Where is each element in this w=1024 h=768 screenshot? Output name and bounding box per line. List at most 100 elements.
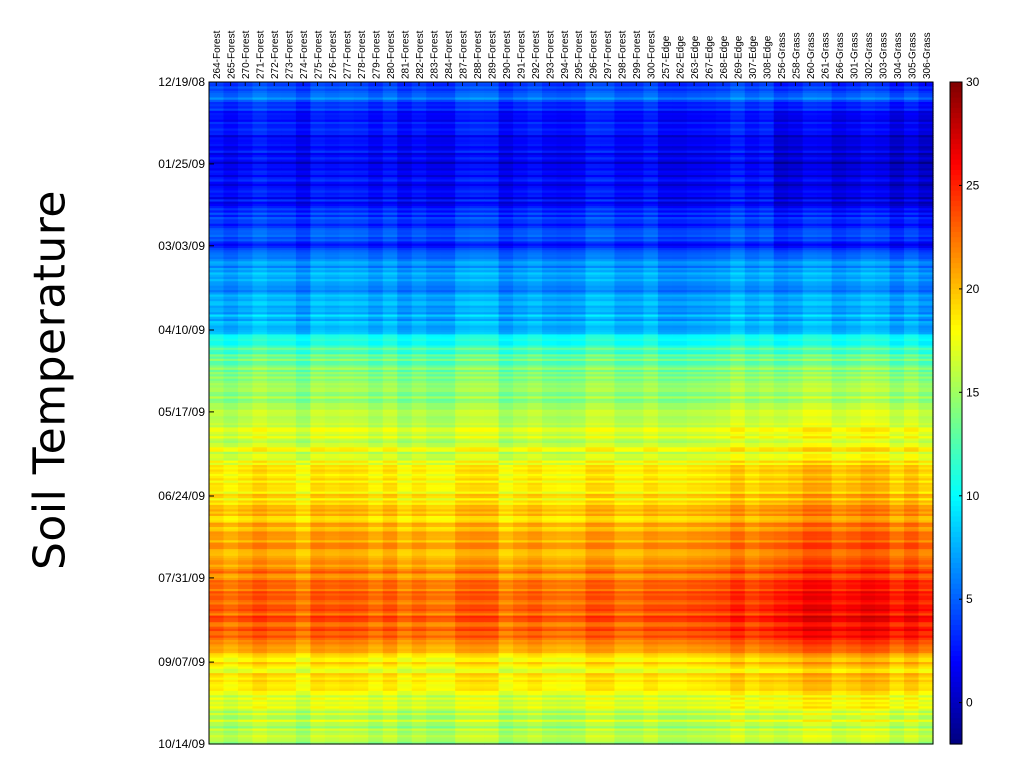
heatmap-cell: [469, 170, 485, 174]
heatmap-cell: [527, 115, 543, 119]
heatmap-cell: [744, 137, 760, 141]
heatmap-cell: [614, 205, 630, 209]
heatmap-cell: [831, 179, 847, 183]
heatmap-cell: [788, 177, 804, 181]
heatmap-cell: [339, 99, 355, 103]
heatmap-cell: [411, 113, 427, 116]
heatmap-cell: [281, 141, 297, 145]
heatmap-cell: [455, 197, 471, 200]
heatmap-cell: [744, 186, 760, 189]
heatmap-cell: [310, 101, 326, 105]
heatmap-cell: [324, 137, 340, 141]
heatmap-cell: [918, 115, 934, 119]
heatmap-cell: [281, 130, 297, 134]
heatmap-cell: [730, 219, 746, 223]
heatmap-cell: [556, 139, 572, 143]
heatmap-cell: [875, 126, 891, 130]
heatmap-cell: [614, 219, 630, 223]
heatmap-cell: [324, 113, 340, 116]
heatmap-cell: [875, 124, 891, 127]
heatmap-cell: [571, 159, 587, 163]
heatmap-cell: [686, 106, 702, 110]
heatmap-cell: [686, 155, 702, 158]
heatmap-cell: [599, 108, 616, 112]
heatmap-cell: [397, 148, 413, 152]
heatmap-cell: [295, 223, 311, 227]
heatmap-cell: [715, 183, 731, 187]
heatmap-cell: [657, 177, 673, 181]
heatmap-cell: [498, 104, 514, 107]
heatmap-cell: [252, 199, 268, 203]
heatmap-cell: [585, 101, 601, 105]
heatmap-cell: [556, 90, 572, 94]
heatmap-cell: [440, 221, 456, 225]
heatmap-cell: [397, 97, 413, 101]
heatmap-cell: [440, 119, 456, 123]
heatmap-cell: [788, 181, 804, 185]
heatmap-cell: [599, 101, 616, 105]
heatmap-cell: [788, 205, 804, 209]
heatmap-cell: [527, 210, 543, 214]
heatmap-cell: [339, 170, 355, 174]
heatmap-cell: [527, 130, 543, 134]
heatmap-cell: [571, 106, 587, 110]
heatmap-cell: [556, 190, 572, 194]
heatmap-cell: [440, 93, 456, 96]
heatmap-cell: [817, 221, 833, 225]
heatmap-cell: [339, 128, 355, 132]
heatmap-cell: [875, 219, 891, 223]
heatmap-cell: [788, 148, 804, 152]
heatmap-cell: [295, 221, 311, 225]
heatmap-cell: [295, 210, 311, 214]
heatmap-cell: [860, 135, 876, 138]
heatmap-cell: [223, 130, 239, 134]
heatmap-cell: [875, 155, 891, 158]
heatmap-cell: [788, 135, 804, 138]
heatmap-cell: [542, 186, 558, 189]
heatmap-cell: [744, 88, 760, 92]
heatmap-cell: [237, 141, 254, 145]
heatmap-cell: [860, 186, 876, 189]
heatmap-cell: [657, 86, 673, 90]
heatmap-cell: [556, 217, 572, 220]
heatmap-cell: [759, 139, 775, 143]
heatmap-cell: [498, 219, 514, 223]
heatmap-cell: [411, 130, 427, 134]
heatmap-cell: [918, 108, 934, 112]
heatmap-cell: [310, 199, 326, 203]
heatmap-cell: [701, 214, 717, 218]
heatmap-cell: [426, 194, 442, 198]
heatmap-cell: [209, 159, 225, 163]
heatmap-cell: [542, 126, 558, 130]
heatmap-cell: [295, 126, 311, 130]
heatmap-cell: [788, 93, 804, 96]
heatmap-cell: [571, 201, 587, 205]
heatmap-cell: [773, 99, 789, 103]
heatmap-cell: [701, 139, 717, 143]
heatmap-cell: [875, 174, 891, 178]
heatmap-cell: [918, 86, 934, 90]
heatmap-cell: [860, 119, 876, 123]
heatmap-cell: [744, 148, 760, 152]
heatmap-cell: [875, 115, 891, 119]
heatmap-cell: [817, 117, 833, 121]
heatmap-cell: [657, 186, 673, 189]
heatmap-cell: [237, 217, 254, 220]
heatmap-cell: [353, 197, 369, 200]
heatmap-cell: [860, 188, 876, 192]
heatmap-cell: [918, 212, 934, 216]
heatmap-cell: [484, 126, 500, 130]
heatmap-cell: [426, 168, 442, 172]
heatmap-cell: [686, 126, 702, 130]
heatmap-cell: [223, 93, 239, 96]
heatmap-cell: [469, 115, 485, 119]
heatmap-cell: [744, 221, 760, 225]
heatmap-cell: [860, 93, 876, 96]
heatmap-cell: [310, 141, 326, 145]
heatmap-cell: [904, 150, 920, 154]
heatmap-cell: [831, 130, 847, 134]
heatmap-cell: [455, 132, 471, 136]
heatmap-cell: [339, 208, 355, 212]
heatmap-cell: [339, 174, 355, 178]
heatmap-cell: [498, 130, 514, 134]
